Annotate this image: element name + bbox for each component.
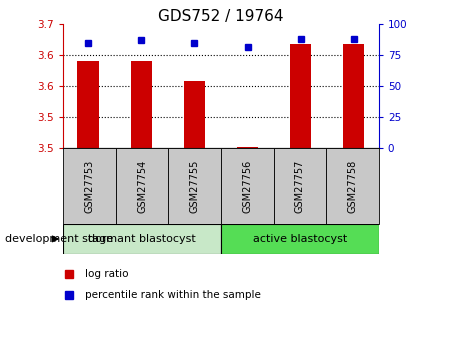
Bar (184, 81, 205, 148)
Text: GSM27754: GSM27754 (137, 160, 147, 213)
Text: GSM27753: GSM27753 (84, 160, 94, 213)
Text: dormant blastocyst: dormant blastocyst (88, 234, 196, 244)
Text: GSM27755: GSM27755 (190, 160, 200, 213)
Bar (326, 148, 379, 224)
Bar (221, 148, 274, 224)
Text: GSM27758: GSM27758 (348, 160, 358, 213)
Bar (221, 224, 379, 254)
Bar (343, 44, 364, 148)
Text: GDS752 / 19764: GDS752 / 19764 (158, 9, 284, 23)
Bar (78, 61, 99, 148)
Text: percentile rank within the sample: percentile rank within the sample (85, 290, 261, 300)
Text: active blastocyst: active blastocyst (253, 234, 347, 244)
Bar (131, 61, 152, 148)
Bar (168, 148, 221, 224)
Text: development stage: development stage (5, 234, 113, 244)
Bar (290, 44, 311, 148)
Bar (63, 224, 221, 254)
Text: log ratio: log ratio (85, 269, 129, 279)
Bar (274, 148, 326, 224)
Bar (63, 148, 116, 224)
Bar (237, 147, 258, 148)
Text: GSM27756: GSM27756 (242, 160, 252, 213)
Text: GSM27757: GSM27757 (295, 160, 305, 213)
Bar (116, 148, 168, 224)
